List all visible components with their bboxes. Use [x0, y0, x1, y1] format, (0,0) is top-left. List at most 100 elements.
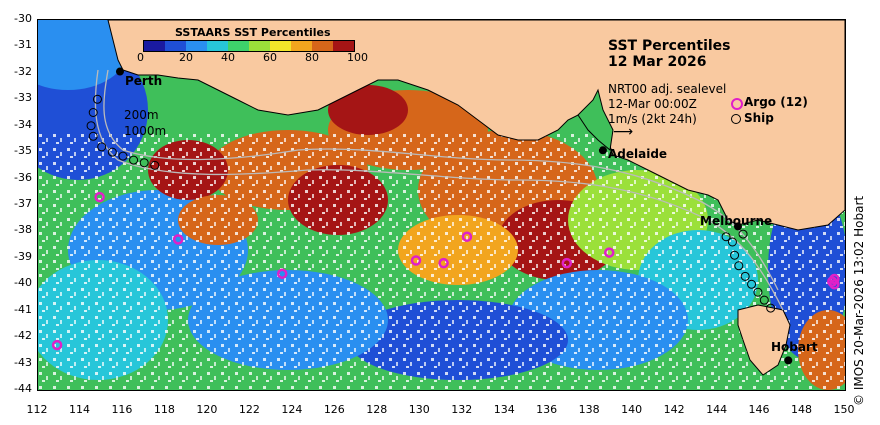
ship-observation-marker — [753, 287, 763, 297]
ship-observation-marker — [766, 303, 776, 313]
y-tick-label: -34 — [14, 117, 32, 131]
legend-tick-label: 0 — [137, 51, 144, 64]
ship-observation-marker — [747, 279, 757, 289]
x-tick-label: 114 — [68, 403, 90, 416]
legend-color-swatch — [207, 41, 228, 51]
legend-tick-label: 40 — [221, 51, 235, 64]
australia-landmass — [107, 20, 845, 231]
x-tick-label: 130 — [408, 403, 430, 416]
sst-map-canvas — [38, 20, 845, 390]
ship-observation-marker — [88, 108, 98, 117]
y-tick-label: -35 — [14, 144, 32, 158]
scale-label: 1m/s (2kt 24h) — [608, 112, 697, 126]
argo-float-marker[interactable] — [604, 247, 615, 258]
x-tick-label: 122 — [238, 403, 260, 416]
argo-float-marker[interactable] — [561, 257, 573, 269]
argo-float-marker[interactable] — [410, 255, 422, 266]
legend-color-swatch — [186, 41, 207, 51]
ship-observation-marker — [118, 151, 128, 161]
x-tick-label: 124 — [281, 403, 303, 416]
ship-legend-icon — [731, 114, 741, 124]
legend-color-swatch — [165, 41, 186, 51]
argo-float-marker[interactable] — [94, 191, 105, 203]
legend-tick-label: 20 — [179, 51, 193, 64]
legend-color-swatch — [144, 41, 165, 51]
bathy-1000m-label: 1000m — [124, 124, 167, 138]
scale-arrow-icon: ⟶ — [613, 124, 634, 140]
x-tick-label: 140 — [621, 403, 643, 416]
argo-float-marker[interactable] — [438, 257, 449, 269]
y-tick-label: -39 — [14, 249, 32, 263]
y-tick-label: -44 — [14, 382, 32, 395]
ship-observation-marker — [759, 295, 769, 305]
ship-observation-marker — [740, 271, 750, 281]
ship-observation-marker — [730, 250, 740, 260]
x-tick-label: 118 — [153, 403, 175, 416]
argo-float-marker[interactable] — [461, 231, 473, 242]
legend: SSTAARS SST Percentiles 0 20 40 60 80 100 — [137, 26, 373, 66]
credit-text: © IMOS 20-Mar-2026 13:02 Hobart — [852, 195, 866, 406]
argo-floats — [51, 191, 840, 351]
y-tick-label: -43 — [14, 355, 32, 369]
argo-float-marker[interactable] — [276, 268, 288, 279]
y-tick-label: -40 — [14, 276, 32, 290]
ship-observation-marker — [88, 131, 98, 141]
ship-observation-marker — [107, 147, 117, 157]
y-tick-label: -42 — [14, 329, 32, 343]
y-tick-label: -37 — [14, 197, 32, 210]
y-tick-label: -32 — [14, 64, 32, 78]
legend-color-swatch — [270, 41, 291, 51]
x-tick-label: 132 — [451, 403, 473, 416]
y-tick-label: -33 — [14, 91, 32, 105]
ship-observation-marker — [139, 158, 149, 168]
x-tick-label: 148 — [791, 403, 813, 416]
time-label: 12-Mar 00:00Z — [608, 97, 697, 111]
x-tick-label: 126 — [323, 403, 345, 416]
argo-float-marker[interactable] — [172, 234, 184, 245]
y-tick-label: -38 — [14, 223, 32, 237]
ship-observation-marker — [92, 94, 102, 104]
ship-observation-marker — [734, 261, 744, 271]
city-dot — [115, 67, 124, 76]
legend-color-swatch — [291, 41, 312, 51]
city-label-melbourne: Melbourne — [700, 214, 773, 228]
bathy-200m-label: 200m — [124, 108, 159, 122]
x-tick-label: 142 — [663, 403, 685, 416]
x-tick-label: 146 — [748, 403, 770, 416]
y-tick-label: -30 — [14, 12, 32, 25]
x-tick-label: 112 — [26, 403, 48, 416]
ship-observation-marker — [738, 229, 748, 239]
legend-ticks: 0 20 40 60 80 100 — [137, 51, 368, 65]
x-tick-label: 120 — [196, 403, 218, 416]
argo-legend-label: Argo (12) — [744, 95, 808, 109]
map-date: 12 Mar 2026 — [608, 54, 707, 70]
x-tick-label: 128 — [366, 403, 388, 416]
legend-title: SSTAARS SST Percentiles — [175, 26, 331, 39]
argo-float-marker[interactable] — [51, 339, 63, 351]
x-tick-label: 136 — [536, 403, 558, 416]
x-tick-label: 134 — [493, 403, 515, 416]
ship-observation-marker — [129, 155, 139, 165]
ship-observation-marker — [727, 237, 737, 247]
legend-color-swatch — [312, 41, 333, 51]
ship-legend-label: Ship — [744, 111, 774, 125]
city-dot — [598, 146, 607, 155]
x-tick-label: 150 — [833, 403, 855, 416]
y-tick-label: -31 — [14, 38, 32, 52]
ship-observation-marker — [721, 232, 731, 242]
product-label: NRT00 adj. sealevel — [608, 82, 727, 96]
x-tick-label: 116 — [111, 403, 133, 416]
y-tick-label: -36 — [14, 170, 32, 184]
x-tick-label: 138 — [578, 403, 600, 416]
legend-tick-label: 80 — [305, 51, 319, 64]
city-dot — [784, 356, 793, 365]
legend-color-swatch — [228, 41, 249, 51]
legend-tick-label: 60 — [263, 51, 277, 64]
argo-float-marker[interactable] — [827, 276, 838, 287]
ship-observation-marker — [97, 142, 107, 152]
city-markers — [115, 67, 793, 365]
sst-map[interactable]: SSTAARS SST Percentiles 0 20 40 60 80 100 SST… — [37, 19, 846, 391]
city-label-adelaide: Adelaide — [608, 147, 668, 161]
y-tick-label: -41 — [14, 302, 32, 316]
ship-track — [86, 94, 776, 313]
